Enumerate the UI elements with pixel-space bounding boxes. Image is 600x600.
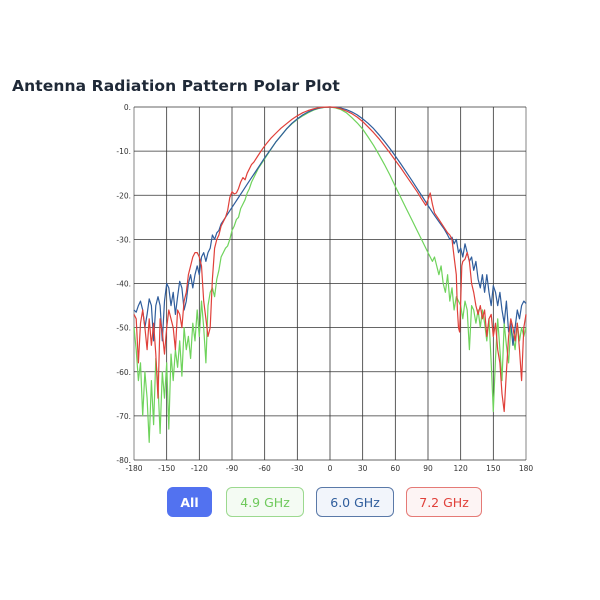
frequency-filter-buttons: All 4.9 GHz 6.0 GHz 7.2 GHz: [0, 487, 600, 519]
filter-all-button[interactable]: All: [167, 487, 212, 517]
x-tick-label: 0: [328, 464, 333, 473]
chart-series: [133, 106, 527, 443]
y-tick-label: -70.: [116, 412, 131, 421]
x-tick-label: -90: [226, 464, 238, 473]
x-tick-label: 60: [391, 464, 401, 473]
x-tick-label: 30: [358, 464, 368, 473]
y-tick-label: -60.: [116, 368, 131, 377]
y-tick-label: -40.: [116, 280, 131, 289]
y-tick-label: -50.: [116, 324, 131, 333]
x-axis-ticks: -180 -150 -120 -90 -60 -30 0 30 60 90 120 150 180: [125, 464, 533, 473]
page-title: Antenna Radiation Pattern Polar Plot: [12, 77, 340, 95]
x-tick-label: 150: [486, 464, 501, 473]
filter-6-0-ghz-button[interactable]: 6.0 GHz: [316, 487, 394, 517]
x-tick-label: 120: [454, 464, 469, 473]
x-tick-label: -60: [259, 464, 271, 473]
series-line-4-9-ghz: [133, 106, 527, 443]
chart-grid: [133, 106, 527, 461]
x-tick-label: -30: [291, 464, 303, 473]
series-line-7-2-ghz: [133, 106, 527, 413]
x-tick-label: -180: [125, 464, 142, 473]
y-axis-ticks: 0. -10. -20. -30. -40. -50. -60. -70. -80.: [116, 103, 131, 465]
y-tick-label: -10.: [116, 147, 131, 156]
filter-7-2-ghz-button[interactable]: 7.2 GHz: [406, 487, 482, 517]
x-tick-label: -150: [158, 464, 175, 473]
filter-4-9-ghz-button[interactable]: 4.9 GHz: [226, 487, 304, 517]
x-tick-label: -120: [191, 464, 208, 473]
x-tick-label: 90: [423, 464, 433, 473]
y-tick-label: -20.: [116, 191, 131, 200]
y-tick-label: -80.: [116, 456, 131, 465]
x-tick-label: 180: [519, 464, 534, 473]
y-tick-label: -30.: [116, 235, 131, 244]
y-tick-label: 0.: [124, 103, 131, 112]
